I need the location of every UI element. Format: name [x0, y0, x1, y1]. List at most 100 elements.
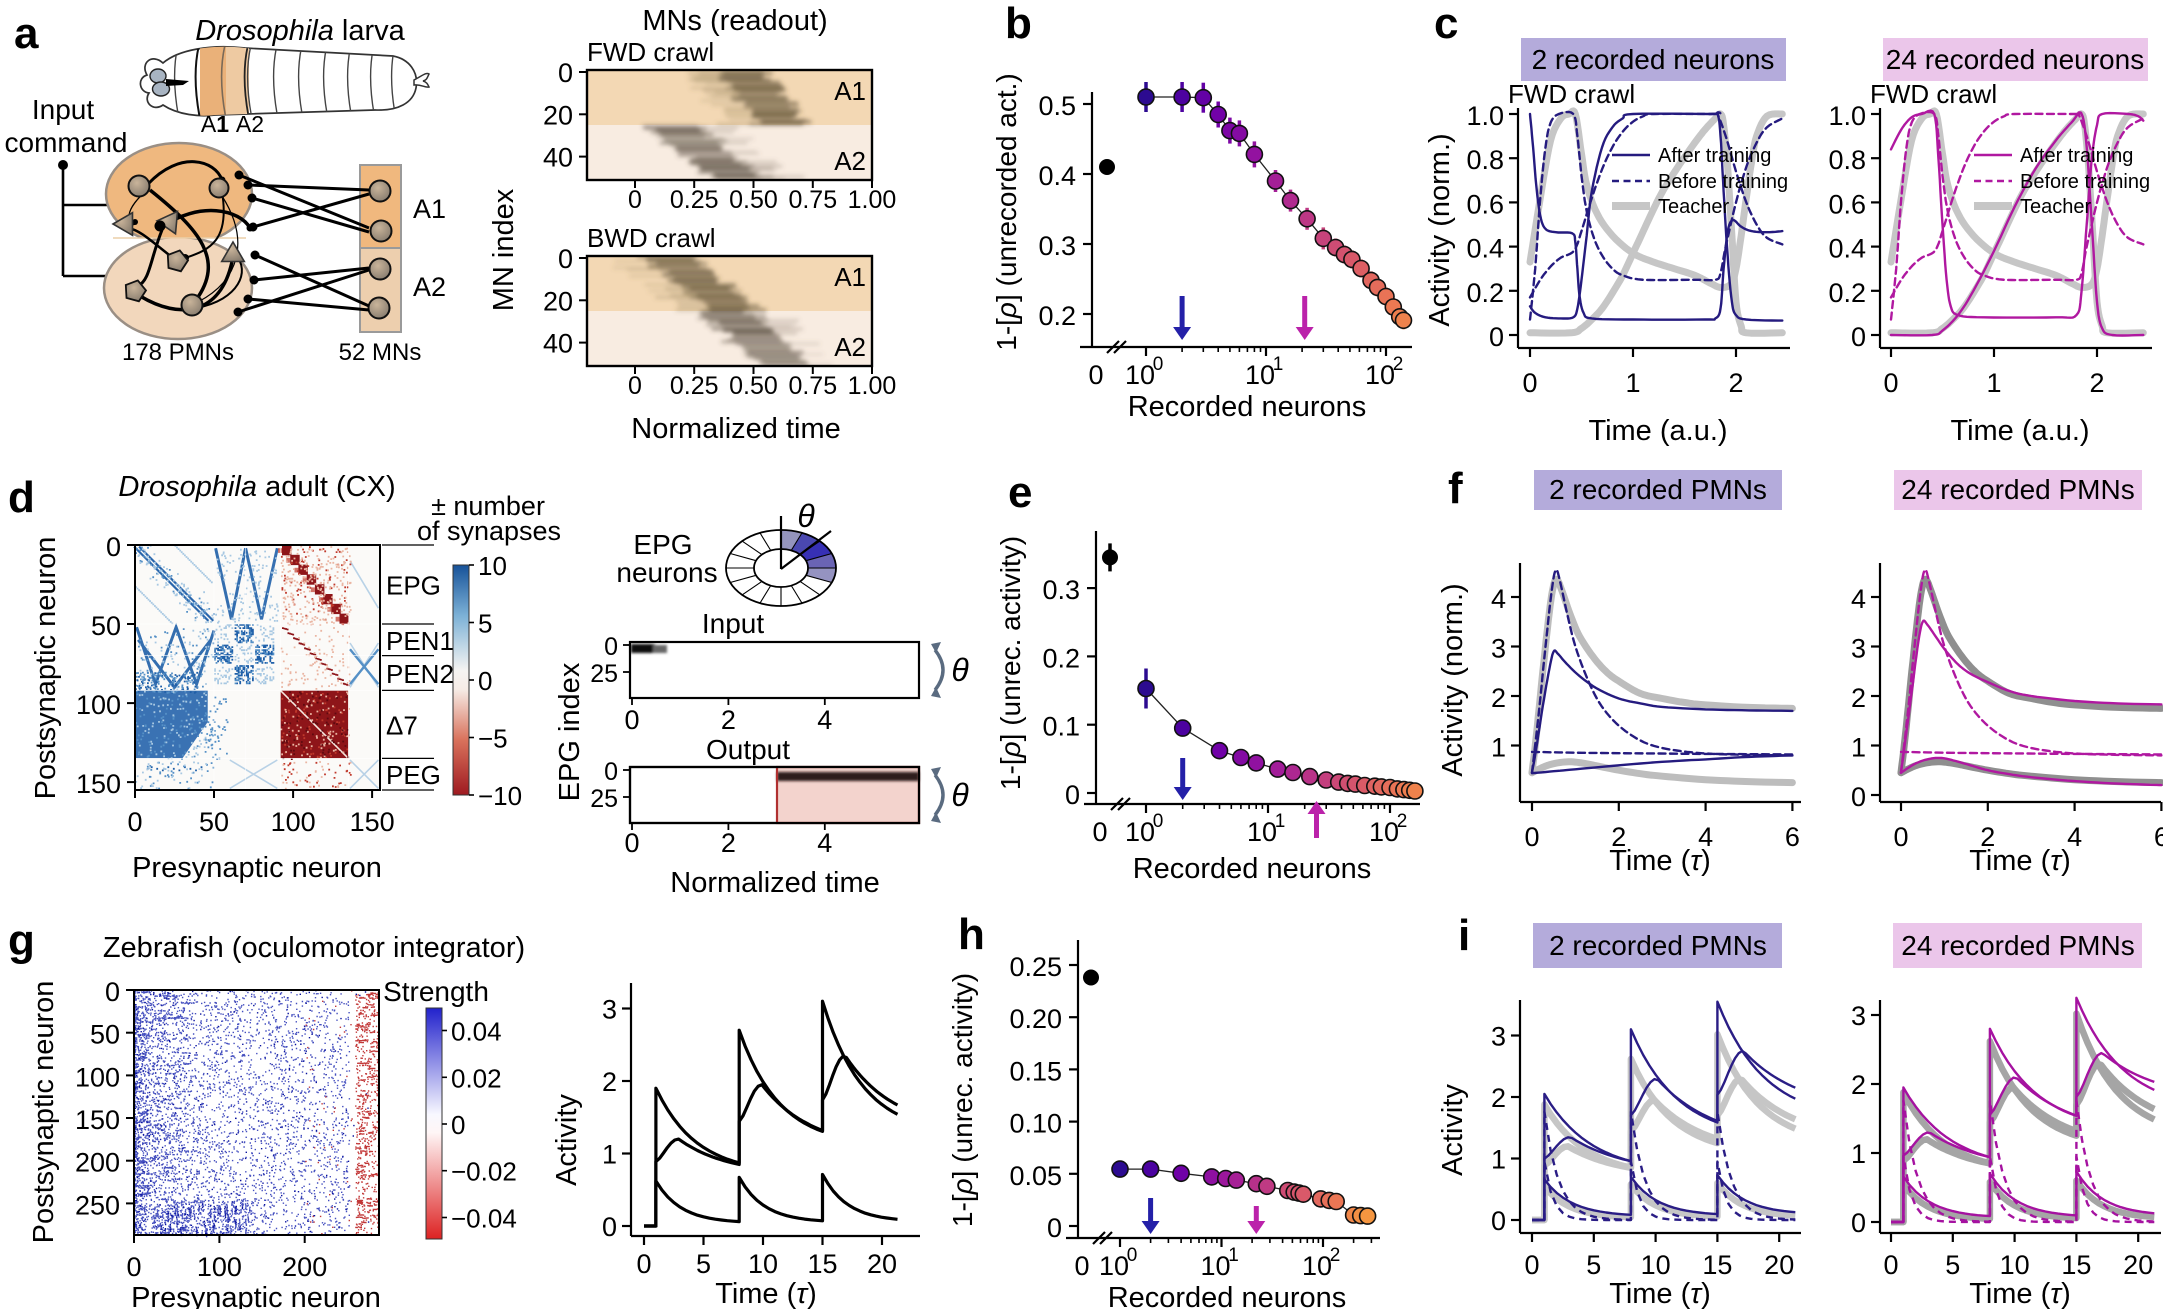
- svg-text:0: 0: [1893, 822, 1908, 852]
- svg-text:i: i: [1458, 911, 1470, 960]
- svg-text:0: 0: [1524, 1250, 1539, 1280]
- svg-text:± number: ± number: [431, 491, 545, 521]
- svg-text:2: 2: [1728, 368, 1743, 398]
- svg-text:4: 4: [1851, 584, 1866, 614]
- svg-text:5: 5: [1586, 1250, 1601, 1280]
- svg-text:neurons: neurons: [616, 557, 717, 588]
- svg-text:0: 0: [1851, 1208, 1866, 1238]
- svg-text:0: 0: [1883, 1250, 1898, 1280]
- svg-text:0: 0: [1883, 368, 1898, 398]
- svg-text:0.8: 0.8: [1466, 145, 1504, 175]
- svg-text:Drosophila larva: Drosophila larva: [195, 15, 405, 47]
- svg-text:0: 0: [106, 532, 121, 562]
- svg-text:Time (τ): Time (τ): [1969, 1278, 2071, 1309]
- svg-text:2: 2: [2089, 368, 2104, 398]
- svg-text:Drosophila adult (CX): Drosophila adult (CX): [118, 471, 395, 503]
- svg-text:2: 2: [1393, 354, 1404, 375]
- svg-text:0: 0: [1065, 780, 1080, 810]
- svg-text:0: 0: [636, 1249, 651, 1279]
- svg-text:h: h: [958, 910, 985, 959]
- svg-text:2: 2: [1491, 1083, 1506, 1113]
- svg-text:24 recorded PMNs: 24 recorded PMNs: [1901, 474, 2134, 505]
- svg-text:1: 1: [1851, 733, 1866, 763]
- svg-text:40: 40: [543, 329, 573, 359]
- svg-text:Strength: Strength: [383, 976, 489, 1007]
- svg-text:A1: A1: [834, 76, 866, 106]
- svg-text:1.0: 1.0: [1828, 101, 1866, 131]
- svg-text:2: 2: [721, 828, 736, 858]
- svg-text:Activity (norm.): Activity (norm.): [1424, 133, 1456, 326]
- svg-text:0: 0: [558, 58, 573, 88]
- svg-text:1.00: 1.00: [848, 186, 897, 214]
- svg-text:20: 20: [2123, 1250, 2153, 1280]
- svg-text:0.6: 0.6: [1466, 189, 1504, 219]
- svg-text:After training: After training: [1658, 145, 1771, 167]
- svg-text:EPG: EPG: [386, 571, 441, 601]
- svg-text:5: 5: [696, 1249, 711, 1279]
- svg-text:0.25: 0.25: [1009, 952, 1062, 982]
- svg-text:1-[ρ] (unrecorded act.): 1-[ρ] (unrecorded act.): [991, 73, 1022, 351]
- svg-text:2: 2: [1397, 811, 1408, 832]
- svg-text:A2: A2: [834, 332, 866, 362]
- svg-text:2: 2: [1330, 1245, 1341, 1266]
- svg-text:0: 0: [1074, 1251, 1089, 1281]
- svg-text:a: a: [14, 9, 39, 58]
- svg-text:Presynaptic neuron: Presynaptic neuron: [132, 852, 382, 884]
- svg-text:Recorded neurons: Recorded neurons: [1133, 853, 1372, 885]
- svg-text:Δ7: Δ7: [386, 710, 418, 740]
- svg-text:Postsynaptic neuron: Postsynaptic neuron: [30, 537, 62, 800]
- svg-text:A1: A1: [834, 262, 866, 292]
- svg-text:0: 0: [1127, 1245, 1138, 1266]
- svg-text:0: 0: [1524, 822, 1539, 852]
- svg-text:0: 0: [451, 1110, 465, 1140]
- svg-text:150: 150: [76, 769, 121, 799]
- svg-text:command: command: [5, 127, 128, 158]
- svg-text:20: 20: [867, 1249, 897, 1279]
- svg-text:Before training: Before training: [2020, 171, 2150, 193]
- svg-text:A2: A2: [413, 272, 446, 302]
- svg-text:Normalized time: Normalized time: [631, 413, 841, 445]
- svg-text:100: 100: [271, 807, 316, 837]
- svg-text:10: 10: [1369, 817, 1399, 847]
- svg-text:10: 10: [1125, 817, 1155, 847]
- svg-text:Recorded neurons: Recorded neurons: [1108, 1282, 1347, 1309]
- svg-text:1: 1: [1851, 1139, 1866, 1169]
- svg-text:25: 25: [590, 660, 618, 688]
- svg-text:5: 5: [478, 609, 492, 639]
- svg-text:0: 0: [1851, 782, 1866, 812]
- svg-text:FWD crawl: FWD crawl: [1870, 79, 1997, 109]
- svg-text:0.10: 0.10: [1009, 1109, 1062, 1139]
- svg-text:1.00: 1.00: [848, 372, 897, 400]
- svg-text:1: 1: [1625, 368, 1640, 398]
- svg-text:4: 4: [817, 705, 832, 735]
- svg-text:After training: After training: [2020, 145, 2133, 167]
- svg-text:Postsynaptic neuron: Postsynaptic neuron: [28, 981, 60, 1244]
- svg-text:0: 0: [1153, 354, 1164, 375]
- svg-text:100: 100: [197, 1252, 242, 1282]
- svg-text:MNs (readout): MNs (readout): [642, 5, 827, 37]
- svg-text:0.3: 0.3: [1042, 575, 1080, 605]
- svg-text:10: 10: [1302, 1251, 1332, 1281]
- svg-text:200: 200: [75, 1148, 120, 1178]
- svg-text:100: 100: [75, 1062, 120, 1092]
- svg-text:0: 0: [1092, 817, 1107, 847]
- svg-text:0: 0: [624, 828, 639, 858]
- svg-text:1: 1: [1273, 354, 1284, 375]
- svg-text:2: 2: [1491, 683, 1506, 713]
- svg-text:15: 15: [1702, 1250, 1732, 1280]
- svg-text:Time (τ): Time (τ): [715, 1278, 817, 1309]
- svg-text:6: 6: [1785, 822, 1800, 852]
- svg-text:50: 50: [90, 1020, 120, 1050]
- svg-text:250: 250: [75, 1190, 120, 1220]
- svg-text:Time (a.u.): Time (a.u.): [1588, 415, 1727, 447]
- svg-text:4: 4: [2067, 822, 2082, 852]
- svg-text:PEN2: PEN2: [386, 659, 454, 689]
- svg-text:d: d: [8, 473, 35, 522]
- svg-text:50: 50: [91, 611, 121, 641]
- svg-text:3: 3: [602, 995, 617, 1025]
- svg-text:0.4: 0.4: [1466, 234, 1504, 264]
- svg-text:−10: −10: [478, 781, 522, 811]
- svg-text:Before training: Before training: [1658, 171, 1788, 193]
- svg-text:1: 1: [1491, 1145, 1506, 1175]
- svg-text:10: 10: [1641, 1250, 1671, 1280]
